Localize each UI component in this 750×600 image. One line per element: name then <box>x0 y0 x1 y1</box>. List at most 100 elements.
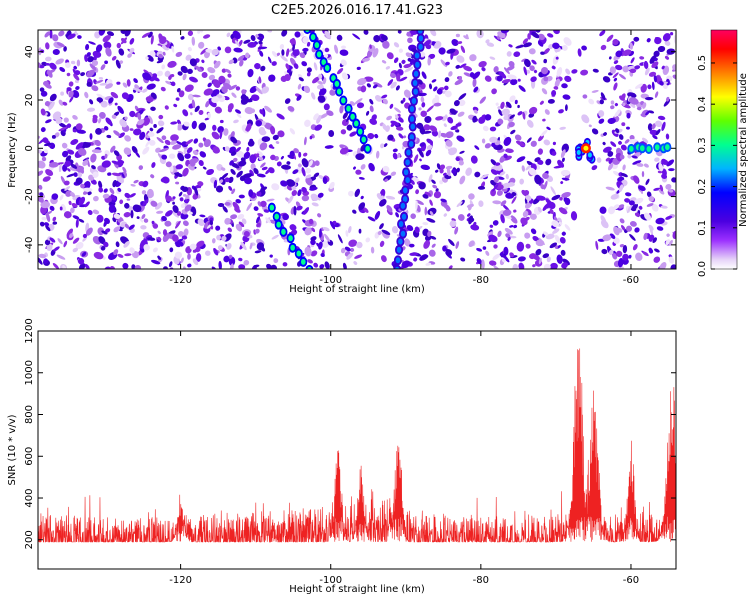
spectrogram-cell <box>63 117 69 123</box>
spectrogram-cell <box>516 241 525 252</box>
spectrogram-cell <box>253 167 259 175</box>
spectrogram-cell <box>206 223 212 229</box>
spectrogram-cell <box>632 244 638 251</box>
spectrogram-cell <box>553 216 558 222</box>
spectrogram-cell <box>279 44 285 50</box>
spectrogram-cell <box>196 240 205 248</box>
spectrogram-cell <box>269 254 273 258</box>
spectrogram-cell <box>565 68 571 75</box>
spectrogram-cell <box>280 75 288 83</box>
spectrogram-cell <box>479 96 487 104</box>
spectrogram-cell <box>101 160 111 168</box>
spectrogram-cell <box>551 65 556 70</box>
spectrogram-cell <box>542 231 549 236</box>
spectrogram-cell <box>287 154 295 159</box>
spectrogram-cell <box>548 44 554 50</box>
spectrogram-cell <box>267 30 273 33</box>
spectrogram-cell <box>239 175 246 182</box>
spectrogram-cell <box>68 200 72 205</box>
spectrogram-cell <box>448 71 453 77</box>
spectrogram-cell <box>552 141 557 146</box>
spectrogram-cell <box>362 57 371 62</box>
feature-blob-core <box>336 88 342 95</box>
spectrogram-cell <box>293 205 297 216</box>
spectrogram-cell <box>466 203 474 208</box>
spectrogram-cell <box>161 64 166 70</box>
spectrogram-cell <box>282 262 288 267</box>
spectrogram-cell <box>204 117 210 121</box>
spectrogram-cell <box>172 201 176 205</box>
spectrogram-cell <box>640 113 647 118</box>
spectrogram-cell <box>484 75 492 82</box>
spectrogram-cell <box>429 211 434 216</box>
spectrogram-cell <box>198 110 204 115</box>
spectrogram-cell <box>259 129 267 136</box>
colorbar: 0.0 0.1 0.2 0.3 0.4 0.5 Normalized spectral a… <box>697 29 749 277</box>
spectrogram-cell <box>182 167 189 177</box>
spectrogram-cell <box>410 213 417 220</box>
spectrogram-cell <box>626 126 630 130</box>
spectrogram-cell <box>44 101 50 107</box>
spectrogram-cell <box>310 239 316 246</box>
spectrogram-cell <box>85 227 93 236</box>
spectrogram-cell <box>226 32 231 38</box>
spectrogram-cell <box>308 159 313 167</box>
spectrogram-cell <box>654 157 660 162</box>
spectrogram-cell <box>538 33 545 41</box>
spectrogram-cell <box>414 226 420 234</box>
spectrogram-cell <box>319 264 325 269</box>
spectrogram-cell <box>48 161 59 168</box>
spectrogram-cell <box>127 53 132 58</box>
spectrogram-cell <box>602 146 612 153</box>
spectrogram-cell <box>285 48 290 57</box>
spectrogram-cell <box>62 150 69 158</box>
spectrogram-cell <box>228 256 236 266</box>
spectrogram-cell <box>657 115 666 121</box>
spectrogram-cell <box>233 47 243 53</box>
spectrogram-cell <box>448 238 455 247</box>
spectrogram-cell <box>595 240 599 251</box>
spectrogram-cell <box>251 94 260 102</box>
spectrogram-cell <box>503 255 510 263</box>
spectrogram-cell <box>87 56 94 63</box>
spectrogram-cell <box>645 96 654 101</box>
spectrogram-cell <box>540 67 549 75</box>
spectrogram-cell <box>515 44 525 49</box>
spectrogram-cell <box>501 78 511 84</box>
spectrogram-cell <box>369 105 374 113</box>
spectrogram-cell <box>230 131 235 139</box>
spectrogram-cell <box>297 83 302 90</box>
spectrogram-cell <box>208 74 216 81</box>
spectrogram-cell <box>234 40 240 47</box>
spectrogram-cell <box>363 30 369 35</box>
spectrogram-cell <box>45 168 54 177</box>
spectrogram-cell <box>94 139 101 147</box>
spectrogram-cell <box>389 103 394 109</box>
spectrogram-cell <box>458 99 466 107</box>
spectrogram-y-ticks: -40 -20 0 20 40 <box>24 45 676 253</box>
spectrogram-cell <box>152 223 159 229</box>
spectrogram-cell <box>468 240 475 247</box>
spectrogram-cell <box>77 147 87 156</box>
spectrogram-cell <box>145 96 154 103</box>
spectrogram-cell <box>128 206 134 212</box>
spectrogram-cell <box>613 82 618 91</box>
spectrogram-cell <box>412 176 420 182</box>
spectrogram-cell <box>521 58 527 62</box>
spectrogram-y-tick-label: 0 <box>24 145 35 151</box>
spectrogram-cell <box>313 172 320 178</box>
spectrogram-cell <box>341 45 346 49</box>
spectrogram-cell <box>192 258 199 266</box>
feature-blob-core <box>361 136 367 143</box>
spectrogram-cell <box>406 224 414 232</box>
spectrogram-cell <box>319 113 329 119</box>
spectrogram-cell <box>591 165 598 171</box>
spectrogram-cell <box>184 204 192 212</box>
spectrogram-cell <box>551 90 557 97</box>
spectrogram-cell <box>513 51 521 58</box>
spectrogram-cell <box>301 187 307 193</box>
spectrogram-cell <box>387 79 394 86</box>
spectrogram-cell <box>539 100 544 105</box>
spectrogram-cell <box>621 224 626 232</box>
spectrogram-cell <box>660 205 668 209</box>
